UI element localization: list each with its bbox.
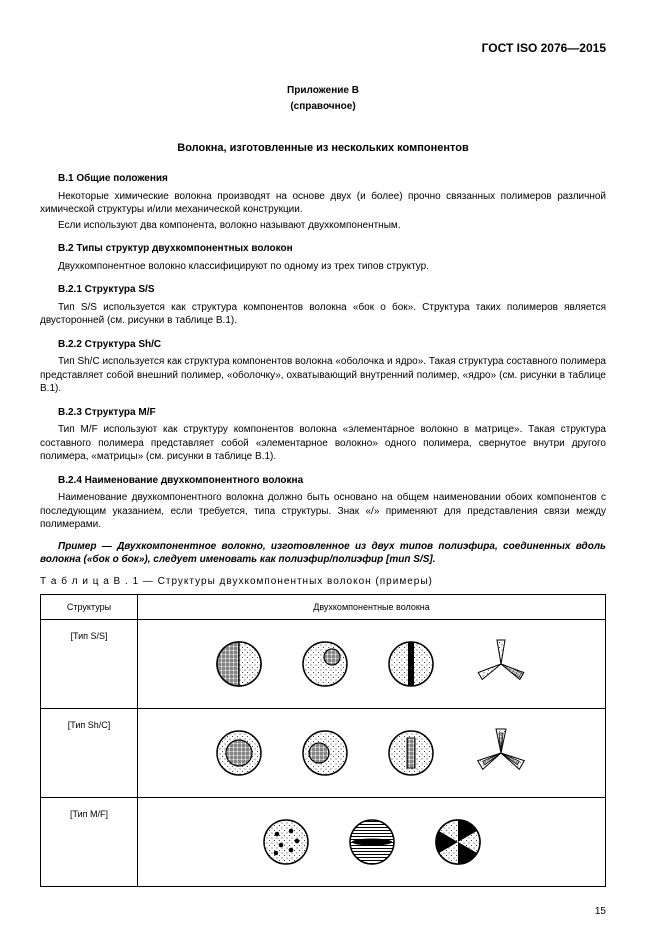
row-label: [Тип Sh/C] xyxy=(41,709,138,798)
shc-icon-4 xyxy=(472,724,530,782)
ss-icon-3 xyxy=(386,639,436,689)
table-row: [Тип M/F] xyxy=(41,798,606,887)
ss-icon-4 xyxy=(472,635,530,693)
sec-b2-p1: Двухкомпонентное волокно классифицируют … xyxy=(40,260,606,274)
sec-b1-p1: Некоторые химические волокна производят … xyxy=(40,190,606,217)
sec-b21-p1: Тип S/S используется как структура компо… xyxy=(40,301,606,328)
fiber-table: Структуры Двухкомпонентные волокна [Тип … xyxy=(40,594,606,887)
appendix-sublabel: (справочное) xyxy=(40,100,606,114)
ss-icon-1 xyxy=(214,639,264,689)
sec-b1-p2: Если используют два компонента, волокно … xyxy=(40,219,606,233)
ss-icon-2 xyxy=(300,639,350,689)
mf-icon-2 xyxy=(347,817,397,867)
sec-b24-head: В.2.4 Наименование двухкомпонентного вол… xyxy=(40,474,606,488)
col-fibers: Двухкомпонентные волокна xyxy=(138,595,606,620)
table-header-row: Структуры Двухкомпонентные волокна xyxy=(41,595,606,620)
sec-b23-p1: Тип M/F используют как структуру компоне… xyxy=(40,423,606,464)
mf-icon-1 xyxy=(261,817,311,867)
table-row: [Тип S/S] xyxy=(41,620,606,709)
table-caption: Т а б л и ц а В . 1 — Структуры двухкомп… xyxy=(40,575,606,589)
sec-b23-head: В.2.3 Структура M/F xyxy=(40,406,606,420)
page-title: Волокна, изготовленные из нескольких ком… xyxy=(40,141,606,156)
sec-b2-head: В.2 Типы структур двухкомпонентных волок… xyxy=(40,242,606,256)
row-diagrams xyxy=(138,798,606,887)
appendix-label: Приложение В xyxy=(40,84,606,98)
shc-icon-3 xyxy=(386,728,436,778)
mf-icon-3 xyxy=(433,817,483,867)
sec-b22-head: В.2.2 Структура Sh/C xyxy=(40,338,606,352)
row-label: [Тип S/S] xyxy=(41,620,138,709)
col-struct: Структуры xyxy=(41,595,138,620)
sec-b24-p1: Наименование двухкомпонентного волокна д… xyxy=(40,491,606,532)
row-diagrams xyxy=(138,709,606,798)
shc-icon-1 xyxy=(214,728,264,778)
table-caption-spaced: Т а б л и ц а xyxy=(40,576,110,587)
doc-header: ГОСТ ISO 2076—2015 xyxy=(40,40,606,56)
shc-icon-2 xyxy=(300,728,350,778)
sec-b21-head: В.2.1 Структура S/S xyxy=(40,283,606,297)
table-row: [Тип Sh/C] xyxy=(41,709,606,798)
sec-b22-p1: Тип Sh/C используется как структура комп… xyxy=(40,355,606,396)
page-number: 15 xyxy=(40,905,606,919)
example-text: Пример — Двухкомпонентное волокно, изгот… xyxy=(40,540,606,567)
row-label: [Тип M/F] xyxy=(41,798,138,887)
table-caption-rest: В . 1 — Структуры двухкомпонентных волок… xyxy=(110,576,433,587)
sec-b1-head: В.1 Общие положения xyxy=(40,172,606,186)
row-diagrams xyxy=(138,620,606,709)
